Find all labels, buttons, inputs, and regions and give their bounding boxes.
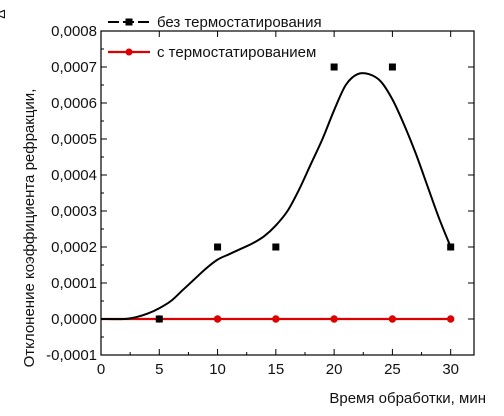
y-tick-label: 0,0007 [51, 59, 97, 76]
series-2-point [213, 315, 222, 323]
x-tick-label: 15 [268, 361, 285, 378]
plot-frame [100, 30, 475, 356]
series-2-point [330, 315, 338, 323]
corner-label: Δ [0, 9, 8, 18]
series-1-point [447, 243, 455, 251]
x-tick-label: 0 [97, 361, 105, 378]
x-tick-label: 30 [442, 361, 459, 378]
series-1-point [214, 243, 222, 251]
legend-marker-series-2 [125, 48, 133, 56]
x-tick-label: 10 [209, 361, 226, 378]
series-2-point [446, 315, 455, 323]
y-tick-label: 0,0005 [51, 131, 97, 148]
series-1-point [272, 243, 280, 251]
x-tick-label: 25 [384, 361, 401, 378]
series-1-point [330, 63, 338, 71]
y-tick-label: 0,0003 [51, 203, 97, 220]
y-tick-label: -0,0001 [46, 347, 97, 364]
y-tick-label: 0,0002 [51, 239, 97, 256]
x-tick-label: 5 [155, 361, 163, 378]
plot-border [100, 30, 475, 356]
x-tick-label: 20 [326, 361, 343, 378]
series-layer [100, 63, 455, 323]
y-tick-label: 0,0006 [51, 95, 97, 112]
legend-label-series-2: с термостатированием [157, 44, 316, 61]
series-2-point [388, 315, 397, 323]
y-tick-label: 0,0001 [51, 275, 97, 292]
legend: без термостатирования с термостатирование… [108, 14, 322, 61]
series-1-fit-curve [100, 72, 452, 321]
series-1-point [155, 315, 163, 323]
y-axis-ticks: -0,0001 0,0000 0,0001 0,0002 0,0003 0,0004 0,0… [46, 23, 474, 364]
y-tick-label: 0,0004 [51, 167, 97, 184]
series-1-point [388, 63, 396, 71]
series-2-point [272, 315, 280, 323]
legend-marker-series-1 [125, 18, 133, 26]
legend-label-series-1: без термостатирования [157, 14, 322, 31]
y-tick-label: 0,0000 [51, 311, 97, 328]
x-axis-ticks: 0 5 10 15 20 25 30 [97, 31, 459, 378]
y-tick-label: 0,0008 [51, 23, 97, 40]
y-axis-label: Отклонение коэффициента рефракции, [21, 89, 38, 368]
x-axis-label: Время обработки, мин [329, 390, 486, 407]
